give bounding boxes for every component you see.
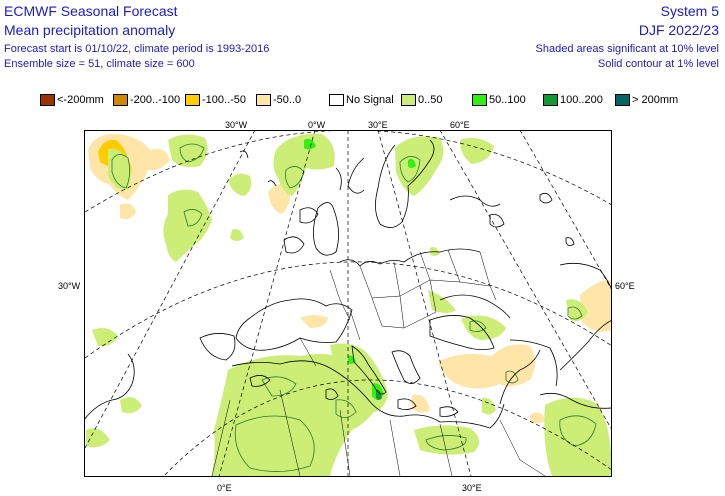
legend-swatch — [40, 94, 55, 106]
legend-item: -200..-100 — [113, 92, 180, 108]
wet-region — [228, 173, 252, 196]
wet-region — [120, 397, 142, 414]
product-title: ECMWF Seasonal Forecast — [4, 3, 178, 19]
lon-label-right: 60°E — [615, 281, 635, 291]
legend-swatch — [401, 94, 416, 106]
legend-label: > 200mm — [632, 94, 679, 106]
legend-item: 50..100 — [472, 92, 526, 108]
legend-item: 0..50 — [401, 92, 442, 108]
very-wet-region — [304, 138, 316, 150]
forecast-start-text: Forecast start is 01/10/22, climate peri… — [4, 43, 270, 55]
legend-swatch — [256, 94, 271, 106]
dry-region — [268, 184, 291, 214]
legend-item: 100..200 — [543, 92, 603, 108]
dry-region — [412, 394, 430, 413]
extreme-wet-region — [376, 389, 382, 400]
lon-label-bottom: 30°E — [462, 483, 482, 493]
contour-note: Solid contour at 1% level — [597, 58, 719, 70]
legend-item: -50..0 — [256, 92, 301, 108]
wet-region — [168, 134, 208, 168]
legend-label: <-200mm — [57, 94, 104, 106]
product-subtitle: Mean precipitation anomaly — [4, 22, 176, 38]
wet-region — [273, 133, 335, 196]
legend-item: -100..-50 — [185, 92, 246, 108]
legend-label: No Signal — [346, 94, 394, 106]
legend-label: -100..-50 — [202, 94, 247, 106]
dry-region — [530, 412, 546, 424]
lon-label-top: 30°E — [368, 120, 388, 130]
system-label: System 5 — [660, 3, 719, 19]
legend-swatch — [185, 94, 200, 106]
wet-region — [92, 328, 118, 347]
lon-label-left: 30°W — [58, 281, 81, 291]
lon-label-top: 60°E — [450, 120, 470, 130]
ensemble-size-text: Ensemble size = 51, climate size = 600 — [4, 58, 195, 70]
dry-region — [300, 315, 328, 328]
legend-swatch — [113, 94, 128, 106]
wet-region — [566, 299, 588, 321]
wet-region — [86, 428, 110, 448]
legend-label: -50..0 — [273, 94, 302, 106]
legend-swatch — [615, 94, 630, 106]
country-borders — [211, 249, 546, 476]
legend-item: <-200mm — [40, 92, 104, 108]
lon-label-bottom: 0°E — [217, 483, 232, 493]
legend-swatch — [472, 94, 487, 106]
significance-contours — [111, 143, 597, 472]
legend-item: > 200mm — [615, 92, 678, 108]
legend-label: 50..100 — [489, 94, 526, 106]
legend-label: 100..200 — [560, 94, 603, 106]
wet-region — [414, 425, 480, 455]
color-legend: <-200mm -200..-100 -100..-50 -50..0 No S… — [0, 92, 725, 108]
coastlines — [85, 139, 611, 429]
significance-note: Shaded areas significant at 10% level — [535, 43, 719, 55]
very-wet-region — [408, 158, 416, 168]
map-frame — [84, 130, 612, 477]
wet-region — [460, 138, 494, 164]
legend-swatch — [543, 94, 558, 106]
wet-region — [462, 315, 506, 340]
dry-region — [580, 279, 611, 332]
legend-swatch — [329, 94, 344, 106]
wet-region — [212, 354, 382, 476]
dry-region — [120, 203, 136, 220]
legend-label: -200..-100 — [130, 94, 181, 106]
wet-region — [108, 148, 131, 191]
lon-label-top: 30°W — [225, 120, 248, 130]
lon-label-top: 0°W — [308, 120, 326, 130]
wet-region — [544, 397, 611, 476]
wet-region — [230, 229, 244, 241]
legend-label: 0..50 — [418, 94, 443, 106]
season-label: DJF 2022/23 — [638, 22, 719, 38]
legend-item: No Signal — [329, 92, 394, 108]
dry-region — [438, 344, 535, 389]
